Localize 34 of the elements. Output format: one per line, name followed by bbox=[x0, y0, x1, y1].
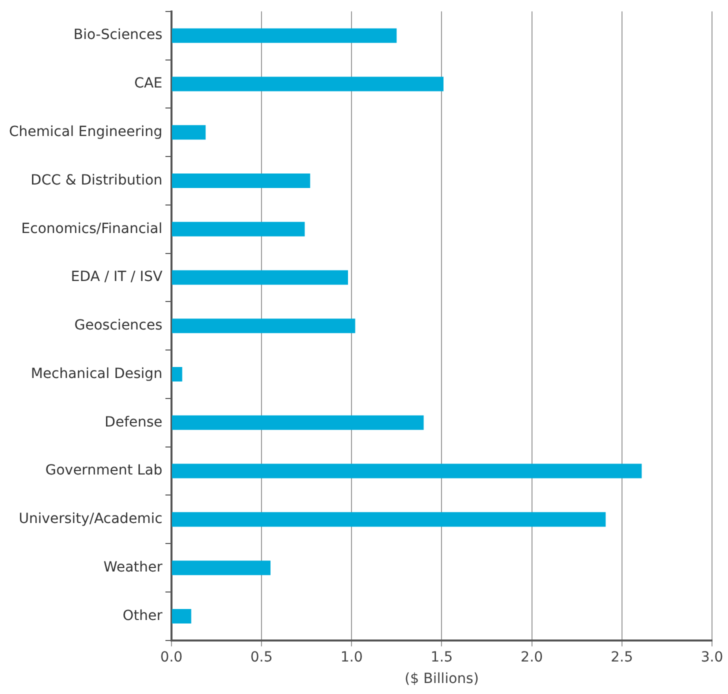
x-axis-title: ($ Billions) bbox=[404, 671, 479, 688]
y-tick-label: Other bbox=[122, 608, 163, 624]
bar bbox=[172, 512, 606, 527]
bar bbox=[172, 28, 397, 43]
y-tick-label: University/Academic bbox=[18, 511, 162, 528]
bar bbox=[172, 222, 305, 236]
y-tick-label: Defense bbox=[104, 414, 162, 430]
x-tick-label: 0.0 bbox=[160, 649, 183, 666]
bar bbox=[172, 173, 310, 188]
x-tick-label: 1.0 bbox=[340, 649, 363, 666]
y-tick-label: Bio-Sciences bbox=[73, 27, 162, 44]
bar bbox=[172, 318, 356, 334]
x-tick-label: 2.5 bbox=[610, 649, 634, 666]
y-tick-label: Economics/Financial bbox=[21, 220, 162, 237]
bar bbox=[172, 608, 192, 624]
bar bbox=[172, 367, 182, 382]
y-tick-label: Mechanical Design bbox=[30, 366, 162, 382]
bar bbox=[172, 76, 444, 92]
y-tick-label: Government Lab bbox=[45, 462, 163, 479]
bar bbox=[172, 560, 271, 576]
bar bbox=[172, 270, 348, 285]
x-tick-label: 3.0 bbox=[700, 649, 724, 666]
y-tick-label: Chemical Engineering bbox=[9, 124, 162, 140]
y-tick-label: DCC & Distribution bbox=[30, 172, 162, 188]
y-tick-label: Weather bbox=[103, 559, 163, 576]
x-tick-label: 0.5 bbox=[250, 649, 273, 666]
x-tick-label: 2.0 bbox=[520, 649, 543, 666]
x-tick-label: 1.5 bbox=[430, 649, 453, 666]
bar bbox=[172, 464, 642, 478]
y-tick-label: Geosciences bbox=[74, 318, 162, 334]
y-tick-label: EDA / IT / ISV bbox=[70, 269, 163, 286]
bar bbox=[172, 125, 206, 140]
bar bbox=[172, 415, 424, 430]
y-tick-label: CAE bbox=[134, 76, 162, 92]
